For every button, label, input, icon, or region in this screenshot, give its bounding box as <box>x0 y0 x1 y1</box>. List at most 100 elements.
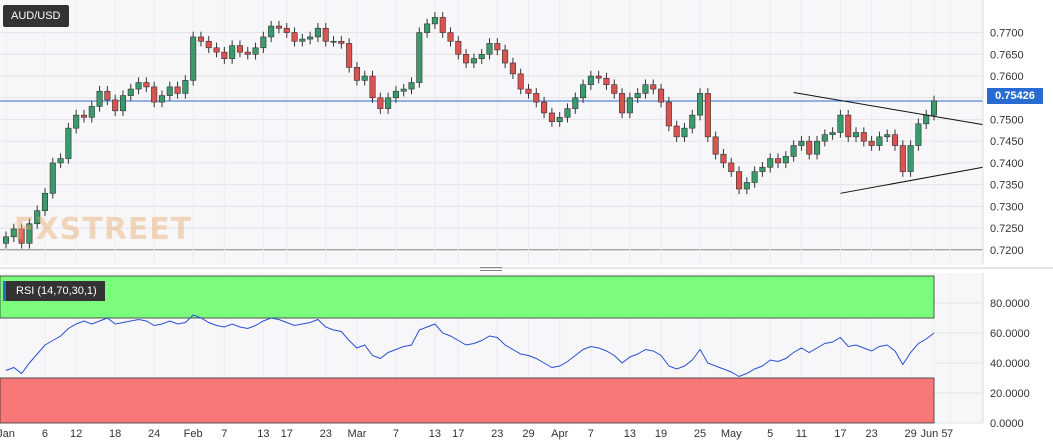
candle-down <box>720 153 727 164</box>
x-axis-tick: 12 <box>70 428 82 440</box>
candle-down <box>283 27 290 33</box>
x-axis-tick: 6 <box>42 428 48 440</box>
candle-up <box>431 17 438 25</box>
x-axis-tick: 13 <box>624 428 636 440</box>
candle-up <box>361 75 368 81</box>
x-axis-tick: 29 <box>522 428 534 440</box>
x-axis-tick: 11 <box>796 428 807 440</box>
candle-up <box>634 93 641 99</box>
candle-down <box>525 88 532 94</box>
candle-down <box>338 40 345 44</box>
candle-up <box>564 108 571 118</box>
x-axis-tick: 13 <box>429 428 441 440</box>
price-y-tick: 0.7350 <box>990 180 1024 192</box>
candle-down <box>494 43 501 51</box>
candle-down <box>244 51 251 55</box>
candle-up <box>852 132 860 138</box>
candle-up <box>884 134 891 138</box>
candle-up <box>907 145 914 172</box>
candle-up <box>260 36 267 49</box>
candle-up <box>782 156 789 164</box>
rsi-y-tick: 20.0000 <box>990 388 1030 400</box>
candle-down <box>619 93 626 114</box>
price-y-tick: 0.7650 <box>990 49 1024 61</box>
candle-up <box>930 100 938 116</box>
candle-down <box>377 97 384 109</box>
candle-up <box>408 82 415 90</box>
candle-up <box>743 182 750 190</box>
candle-up <box>34 210 41 225</box>
candle-down <box>213 47 220 53</box>
candle-down <box>18 228 25 244</box>
candle-up <box>813 140 821 155</box>
candle-up <box>307 36 314 40</box>
candle-up <box>299 38 306 42</box>
candle-up <box>182 80 189 94</box>
candle-up <box>10 228 17 238</box>
candle-down <box>509 62 516 75</box>
candle-up <box>392 90 399 99</box>
x-axis-tick: 25 <box>694 428 706 440</box>
candle-down <box>205 40 212 49</box>
candle-up <box>2 236 10 244</box>
candle-down <box>502 49 509 64</box>
rsi-y-tick: 60.0000 <box>990 328 1030 340</box>
upper-trendline <box>793 92 984 126</box>
x-axis-tick: 19 <box>655 428 667 440</box>
candle-up <box>642 84 649 94</box>
candle-up <box>252 47 259 55</box>
candle-up <box>759 166 766 172</box>
candle-down <box>541 101 548 114</box>
candle-up <box>821 134 828 142</box>
price-y-tick: 0.7250 <box>990 223 1024 235</box>
x-axis-tick: 23 <box>865 428 877 440</box>
candle-down <box>463 54 470 64</box>
candle-down <box>673 125 680 138</box>
candle-up <box>385 97 392 109</box>
candle-up <box>556 116 563 122</box>
candle-down <box>174 86 181 94</box>
candle-up <box>330 40 337 43</box>
x-axis-tick: Jun 5 <box>921 428 948 440</box>
candle-up <box>416 32 423 83</box>
candle-up <box>49 162 56 194</box>
candle-down <box>736 171 743 190</box>
candle-down <box>353 67 360 81</box>
candle-up <box>400 88 407 92</box>
candle-up <box>73 114 80 129</box>
rsi-indicator-label[interactable]: RSI (14,70,30,1) <box>3 281 105 301</box>
candle-down <box>704 93 711 138</box>
candle-up <box>486 43 493 55</box>
pane-resize-handle[interactable] <box>480 267 502 273</box>
x-axis-tick: Jan <box>0 428 15 440</box>
candle-down <box>455 40 462 55</box>
candle-up <box>88 106 95 118</box>
candle-down <box>236 45 243 53</box>
x-axis-tick: 23 <box>320 428 332 440</box>
candle-down <box>322 27 329 42</box>
candle-down <box>447 32 454 42</box>
candle-up <box>314 27 321 38</box>
candle-down <box>291 32 298 42</box>
x-axis-tick: Mar <box>347 428 366 440</box>
x-axis-tick: 7 <box>221 428 227 440</box>
candle-up <box>923 114 930 125</box>
candle-down <box>369 75 376 99</box>
candle-down <box>611 84 618 94</box>
rsi-y-tick: 40.0000 <box>990 358 1030 370</box>
triangle-trendlines <box>793 92 984 194</box>
candle-up <box>96 90 103 107</box>
candle-up <box>166 86 173 96</box>
candle-up <box>26 223 33 244</box>
symbol-label: AUD/USD <box>3 5 69 27</box>
candle-up <box>798 140 805 146</box>
candle-up <box>790 145 797 157</box>
candle-up <box>268 25 275 38</box>
x-axis-tick: Feb <box>184 428 203 440</box>
candle-down <box>712 136 719 155</box>
x-axis-tick: 5 <box>767 428 773 440</box>
candle-up <box>127 88 134 96</box>
rsi-line <box>5 314 935 378</box>
candle-up <box>767 158 774 168</box>
